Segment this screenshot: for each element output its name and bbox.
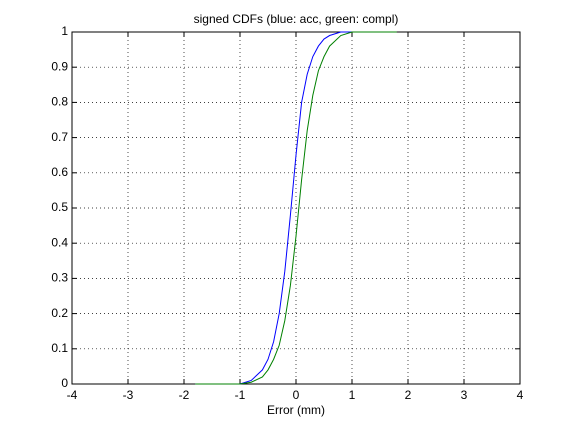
y-tick-label: 0.4 — [51, 235, 68, 249]
y-tick-label: 0.7 — [51, 130, 68, 144]
x-axis-label: Error (mm) — [267, 403, 325, 417]
line-series — [195, 31, 397, 385]
y-tick-label: 1 — [61, 24, 68, 38]
x-tick-label: 3 — [461, 388, 468, 402]
line-series — [195, 31, 352, 385]
x-tick-label: -1 — [235, 388, 246, 402]
x-tick-label: 0 — [293, 388, 300, 402]
x-tick-label: -4 — [67, 388, 78, 402]
y-tick-label: 0.8 — [51, 95, 68, 109]
y-tick-label: 0.6 — [51, 165, 68, 179]
y-tick-label: 0.1 — [51, 341, 68, 355]
y-tick-label: 0.5 — [51, 200, 68, 214]
y-tick-label: 0.9 — [51, 59, 68, 73]
plot-frame — [71, 31, 521, 385]
x-tick-label: 4 — [517, 388, 524, 402]
x-tick-label: 2 — [405, 388, 412, 402]
chart-title: signed CDFs (blue: acc, green: compl) — [194, 12, 399, 26]
y-tick-label: 0.2 — [51, 306, 68, 320]
x-tick-label: -2 — [179, 388, 190, 402]
x-tick-label: -3 — [123, 388, 134, 402]
x-tick-label: 1 — [349, 388, 356, 402]
y-tick-label: 0 — [61, 376, 68, 390]
y-tick-label: 0.3 — [51, 271, 68, 285]
